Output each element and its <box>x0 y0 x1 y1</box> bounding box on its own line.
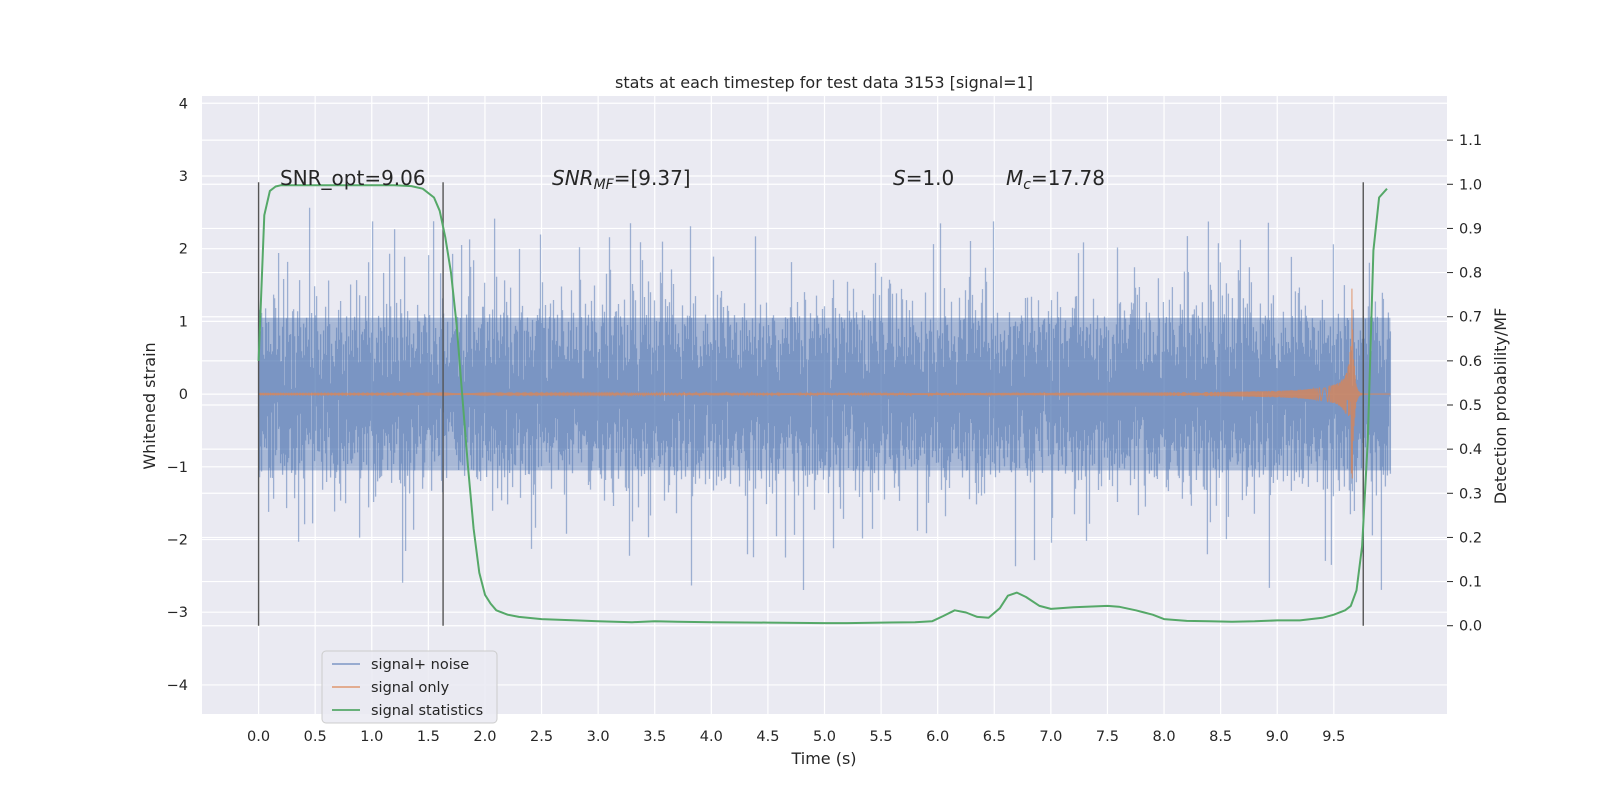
x-tick-label: 0.5 <box>304 729 327 745</box>
x-tick-label: 2.5 <box>530 729 553 745</box>
x-tick-label: 6.5 <box>983 729 1006 745</box>
y2-tick-label: 1.1 <box>1459 133 1482 149</box>
series-line-signal-statistics <box>257 184 1388 625</box>
legend-box <box>321 650 498 724</box>
vertical-markers <box>257 182 1364 626</box>
annotation-snr-mf-value: =[9.37] <box>614 166 691 190</box>
x-tick-label: 6.0 <box>926 729 949 745</box>
y-tick-labels: 4 3 2 1 0 −1 −2 −3 −4 <box>167 96 188 694</box>
x-tick-label: 5.5 <box>870 729 893 745</box>
y2-tick-label: 0.3 <box>1459 486 1482 502</box>
y-tick-label: 4 <box>179 96 188 112</box>
y-tick-label: 3 <box>179 169 188 185</box>
annotation-s-label: S <box>893 166 906 190</box>
y-tick-label: 1 <box>179 314 188 330</box>
annotation-snr-mf-sub: MF <box>594 177 615 193</box>
annotation-mc: Mc=17.78 <box>1006 166 1105 193</box>
series-signal-only <box>258 288 1391 479</box>
annotation-snr-mf: SNRMF=[9.37] <box>552 166 691 193</box>
legend: signal+ noise signal only signal statist… <box>321 650 498 724</box>
y-tick-label: −3 <box>167 605 188 621</box>
x-tick-label: 8.5 <box>1209 729 1232 745</box>
x-tick-label: 7.5 <box>1096 729 1119 745</box>
x-tick-label: 5.0 <box>813 729 836 745</box>
y2-tick-label: 0.9 <box>1459 221 1482 237</box>
x-tick-labels: 0.0 0.5 1.0 1.5 2.0 2.5 3.0 3.5 4.0 4.5 5.0 5.5 6.0 6… <box>247 729 1345 745</box>
y2-tick-label: 0.4 <box>1459 442 1482 458</box>
series-signal-statistics <box>257 184 1388 625</box>
y-tick-label: 2 <box>179 242 188 258</box>
annotation-snr-mf-base: SNR <box>552 166 594 190</box>
y-tick-label: 0 <box>179 387 188 403</box>
legend-label-signal-only: signal only <box>371 680 450 696</box>
y2-tick-label: 0.7 <box>1459 310 1482 326</box>
y2-tick-label: 0.8 <box>1459 266 1482 282</box>
x-tick-label: 0.0 <box>247 729 270 745</box>
chart-title: stats at each timestep for test data 315… <box>615 73 1033 92</box>
annotation-mc-base: M <box>1006 166 1023 190</box>
x-tick-label: 1.0 <box>360 729 383 745</box>
y2-tick-label: 0.1 <box>1459 575 1482 591</box>
y2-axis-label: Detection probability/MF <box>1491 308 1510 505</box>
annotation-mc-sub: c <box>1023 177 1031 193</box>
x-axis-label: Time (s) <box>790 749 856 768</box>
x-tick-label: 3.0 <box>587 729 610 745</box>
annotation-s: S=1.0 <box>893 166 954 190</box>
y2-tick-label: 0.6 <box>1459 354 1482 370</box>
y2-tick-label: 0.5 <box>1459 398 1482 414</box>
x-tick-label: 1.5 <box>417 729 440 745</box>
x-tick-label: 4.5 <box>756 729 779 745</box>
y-tick-label: −4 <box>167 678 188 694</box>
x-tick-label: 2.0 <box>473 729 496 745</box>
x-tick-label: 7.0 <box>1039 729 1062 745</box>
x-tick-label: 9.5 <box>1322 729 1345 745</box>
y2-tick-label: 0.2 <box>1459 530 1482 546</box>
y2-tick-label: 1.0 <box>1459 177 1482 193</box>
annotation-snr-opt: SNR_opt=9.06 <box>280 166 426 190</box>
series-line-signal-only <box>258 288 1391 479</box>
legend-label-signal-noise: signal+ noise <box>371 657 469 673</box>
x-tick-label: 3.5 <box>643 729 666 745</box>
x-tick-label: 4.0 <box>700 729 723 745</box>
legend-label-signal-statistics: signal statistics <box>371 703 483 719</box>
y-tick-label: −2 <box>167 533 188 549</box>
y2-tick-label: 0.0 <box>1459 619 1482 635</box>
annotation-s-value: =1.0 <box>906 166 955 190</box>
annotation-mc-value: =17.78 <box>1031 166 1105 190</box>
y-axis-label: Whitened strain <box>140 342 159 469</box>
y-tick-label: −1 <box>167 460 188 476</box>
y2-tick-labels: 1.1 1.0 0.9 0.8 0.7 0.6 0.5 0.4 0.3 0.2 0.1 0.0 <box>1447 133 1482 635</box>
x-tick-label: 8.0 <box>1153 729 1176 745</box>
x-tick-label: 9.0 <box>1266 729 1289 745</box>
